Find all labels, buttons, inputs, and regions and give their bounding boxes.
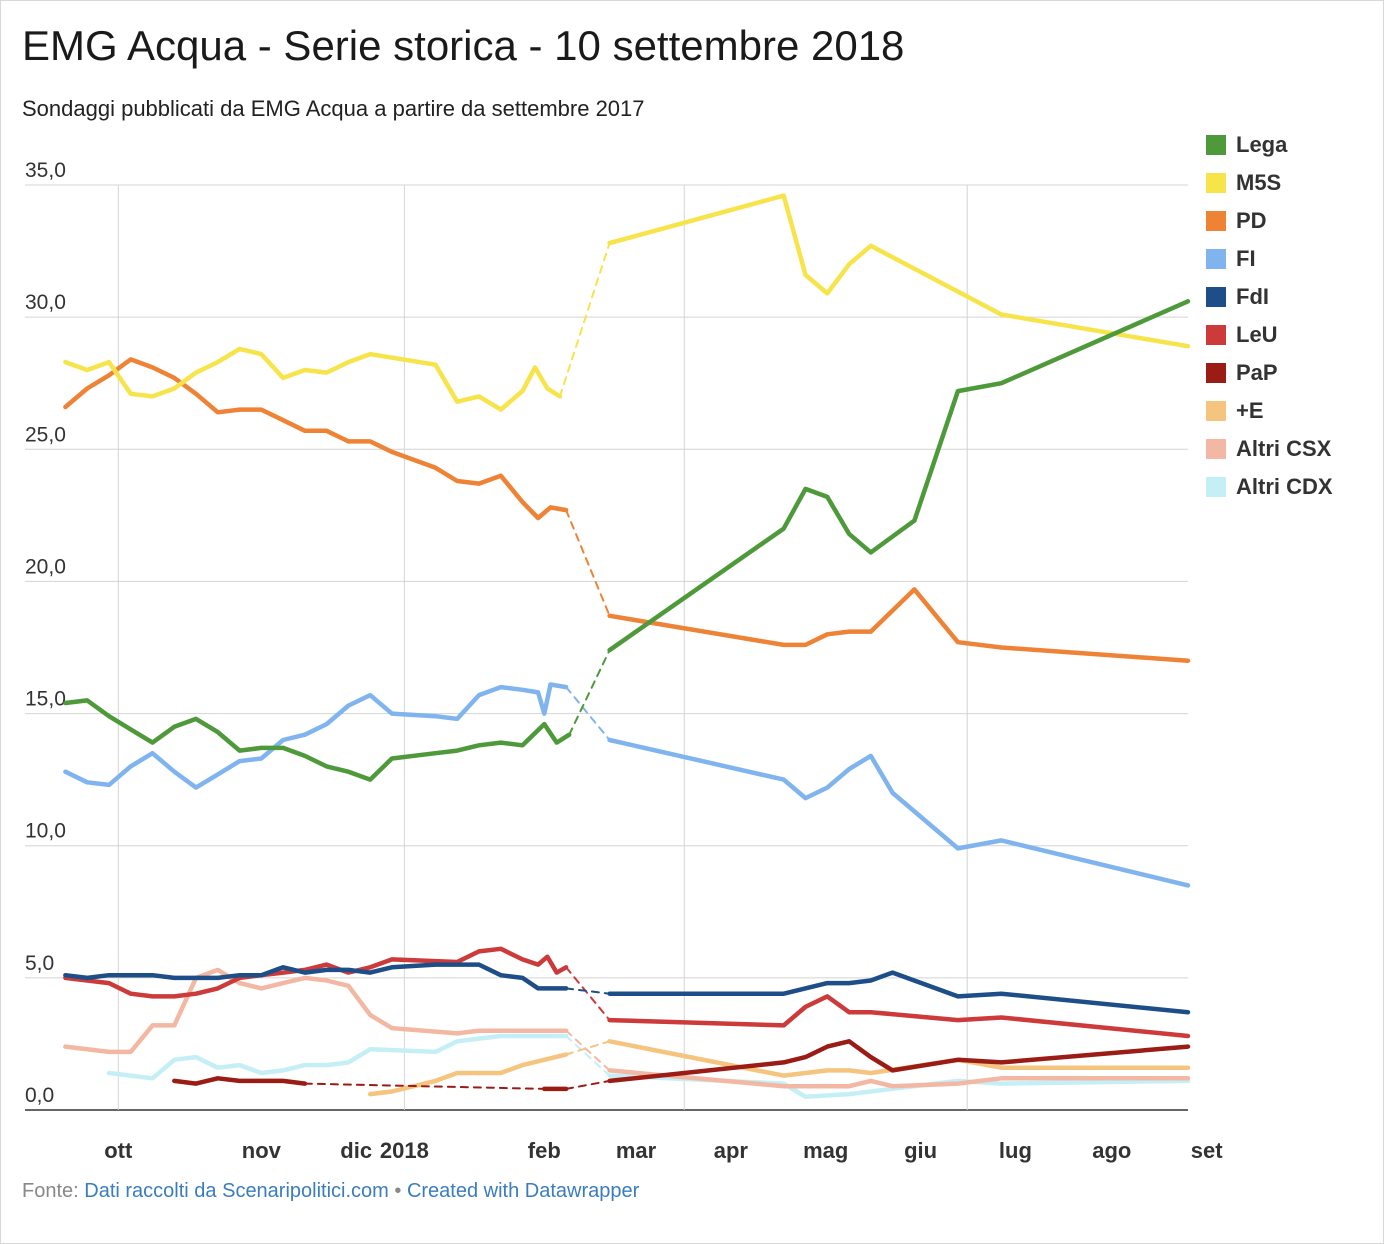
legend-label: Altri CDX [1236, 474, 1333, 499]
series-line-lega-gap [568, 649, 611, 736]
y-axis: 0,0 5,0 10,0 15,0 20,0 25,0 30,0 35,0 [25, 159, 66, 1107]
series-line-fdi-gap [565, 987, 611, 995]
source-link[interactable]: Dati raccolti da Scenaripolitici.com [84, 1180, 389, 1202]
series-line-leu [607, 994, 1191, 1039]
legend-item: M5S [1206, 164, 1333, 202]
legend-swatch [1206, 363, 1226, 383]
series-line-e-gap [565, 1040, 611, 1056]
y-tick-label: 15,0 [25, 688, 66, 711]
series-line-altri-cdx [106, 1033, 569, 1081]
series-line-pd-gap [565, 509, 611, 617]
x-tick-label: mar [616, 1138, 657, 1163]
legend-label: LeU [1236, 322, 1278, 347]
footer-prefix: Fonte: [22, 1180, 85, 1202]
series-line-fi [607, 737, 1191, 888]
legend-label: +E [1236, 398, 1264, 423]
series-line-fdi [607, 970, 1191, 1015]
legend-label: Altri CSX [1236, 436, 1332, 461]
legend-swatch [1206, 325, 1226, 345]
series-line-pd [607, 587, 1191, 663]
series-line-pap-gap [565, 1079, 611, 1090]
x-tick-label: lug [999, 1138, 1032, 1163]
series-line-m5s-gap [558, 242, 611, 398]
legend-swatch [1206, 477, 1226, 497]
legend-item: PD [1206, 202, 1333, 240]
legend-label: M5S [1236, 170, 1282, 195]
series-line-pd [63, 357, 569, 521]
y-tick-label: 25,0 [25, 423, 66, 446]
x-tick-label: 2018 [380, 1138, 429, 1163]
footer: Fonte: Dati raccolti da Scenaripolitici.… [22, 1180, 639, 1203]
series-line-fdi [63, 962, 569, 991]
x-tick-label: set [1191, 1138, 1223, 1163]
legend-swatch [1206, 249, 1226, 269]
legend-item: PaP [1206, 354, 1333, 392]
series-line-m5s [607, 193, 1191, 349]
series-line-m5s [63, 346, 563, 412]
x-axis: ott nov dic 2018 feb mar apr mag giu lug ago set [104, 1138, 1223, 1163]
legend-label: Lega [1236, 132, 1288, 157]
x-tick-label: mag [803, 1138, 848, 1163]
series-line-altri-csx [607, 1068, 1191, 1089]
x-tick-label: ott [104, 1138, 133, 1163]
series-line-leu-gap [565, 966, 611, 1022]
legend-item: FI [1206, 240, 1333, 278]
x-tick-label: dic [340, 1138, 372, 1163]
series-line-altri-cdx [607, 1073, 1191, 1100]
legend-item: +E [1206, 392, 1333, 430]
legend-item: Lega [1206, 126, 1333, 164]
y-tick-label: 30,0 [25, 291, 66, 314]
legend-item: FdI [1206, 278, 1333, 316]
series-lines [63, 193, 1191, 1100]
series-line-altri-cdx-gap [565, 1035, 611, 1077]
x-tick-label: nov [242, 1138, 282, 1163]
series-line-altri-csx [63, 967, 569, 1055]
legend-item: Altri CSX [1206, 430, 1333, 468]
series-line-leu [63, 946, 569, 999]
x-tick-label: apr [714, 1138, 749, 1163]
credit-link[interactable]: Created with Datawrapper [406, 1180, 640, 1202]
legend-swatch [1206, 287, 1226, 307]
series-line-lega [63, 698, 572, 782]
series-line-e [607, 1039, 1191, 1078]
legend-item: LeU [1206, 316, 1333, 354]
y-tick-label: 10,0 [25, 820, 66, 843]
series-line-e [367, 1052, 569, 1097]
legend-label: FdI [1236, 284, 1269, 309]
y-tick-label: 0,0 [25, 1084, 54, 1107]
y-tick-label: 35,0 [25, 159, 66, 182]
x-tick-label: feb [528, 1138, 561, 1163]
legend-item: Altri CDX [1206, 468, 1333, 506]
legend: Lega M5S PD FI FdI LeU PaP +E Altri CSX Altri CDX [1206, 126, 1333, 506]
chart-title: EMG Acqua - Serie storica - 10 settembre… [22, 22, 905, 69]
chart-subtitle: Sondaggi pubblicati da EMG Acqua a parti… [22, 96, 645, 121]
legend-swatch [1206, 135, 1226, 155]
x-tick-label: ago [1092, 1138, 1131, 1163]
legend-label: PD [1236, 208, 1267, 233]
y-tick-label: 5,0 [25, 952, 54, 975]
series-line-fi-gap [565, 686, 611, 741]
series-line-pap-gap [303, 1082, 546, 1090]
grid-lines [25, 184, 1188, 1111]
legend-swatch [1206, 439, 1226, 459]
legend-swatch [1206, 401, 1226, 421]
legend-label: FI [1236, 246, 1256, 271]
legend-label: PaP [1236, 360, 1278, 385]
series-line-altri-csx-gap [565, 1029, 611, 1072]
legend-swatch [1206, 211, 1226, 231]
legend-swatch [1206, 173, 1226, 193]
series-line-pap [172, 1076, 308, 1086]
x-tick-label: giu [904, 1138, 937, 1163]
footer-separator: • [388, 1180, 407, 1202]
series-line-lega [607, 299, 1191, 653]
series-line-pap [607, 1039, 1191, 1084]
series-line-fi [63, 682, 569, 790]
y-tick-label: 20,0 [25, 555, 66, 578]
